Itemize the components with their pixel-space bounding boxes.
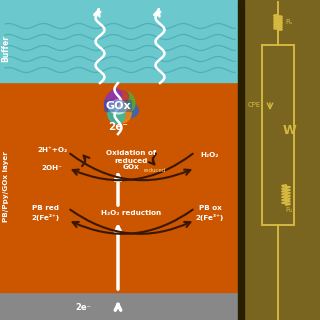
Text: PB/Ppy/GOx layer: PB/Ppy/GOx layer xyxy=(3,152,9,222)
Text: reduced: reduced xyxy=(143,169,165,173)
Bar xyxy=(262,45,294,225)
Bar xyxy=(0,292,242,320)
Bar xyxy=(0,0,242,82)
Text: Buffer: Buffer xyxy=(2,35,11,61)
Text: H₂O₂ reduction: H₂O₂ reduction xyxy=(101,210,161,216)
Text: 2e⁻: 2e⁻ xyxy=(108,122,128,132)
Text: 2e⁻: 2e⁻ xyxy=(75,302,91,311)
Ellipse shape xyxy=(116,91,135,113)
Text: PB red
2(Fe²⁺): PB red 2(Fe²⁺) xyxy=(32,205,60,221)
Ellipse shape xyxy=(111,91,129,108)
Ellipse shape xyxy=(108,106,125,124)
Bar xyxy=(238,0,244,320)
Ellipse shape xyxy=(116,102,138,118)
Ellipse shape xyxy=(109,100,127,114)
Text: GOx: GOx xyxy=(105,101,131,111)
Text: 2H⁺+O₂: 2H⁺+O₂ xyxy=(37,147,67,153)
Text: 2OH⁻: 2OH⁻ xyxy=(42,165,62,171)
Bar xyxy=(0,82,242,292)
Text: Oxidation of
reduced: Oxidation of reduced xyxy=(106,150,156,164)
Text: CPE: CPE xyxy=(248,102,261,108)
Text: R₁: R₁ xyxy=(285,207,292,213)
Ellipse shape xyxy=(104,89,122,111)
Text: H₂O₂: H₂O₂ xyxy=(201,152,219,158)
Bar xyxy=(242,0,320,320)
Ellipse shape xyxy=(115,105,131,123)
Text: PB ox
2(Fe³⁺): PB ox 2(Fe³⁺) xyxy=(196,205,224,221)
Text: GOx: GOx xyxy=(123,164,140,170)
Text: Rₛ: Rₛ xyxy=(285,19,292,25)
Text: W: W xyxy=(283,124,297,137)
